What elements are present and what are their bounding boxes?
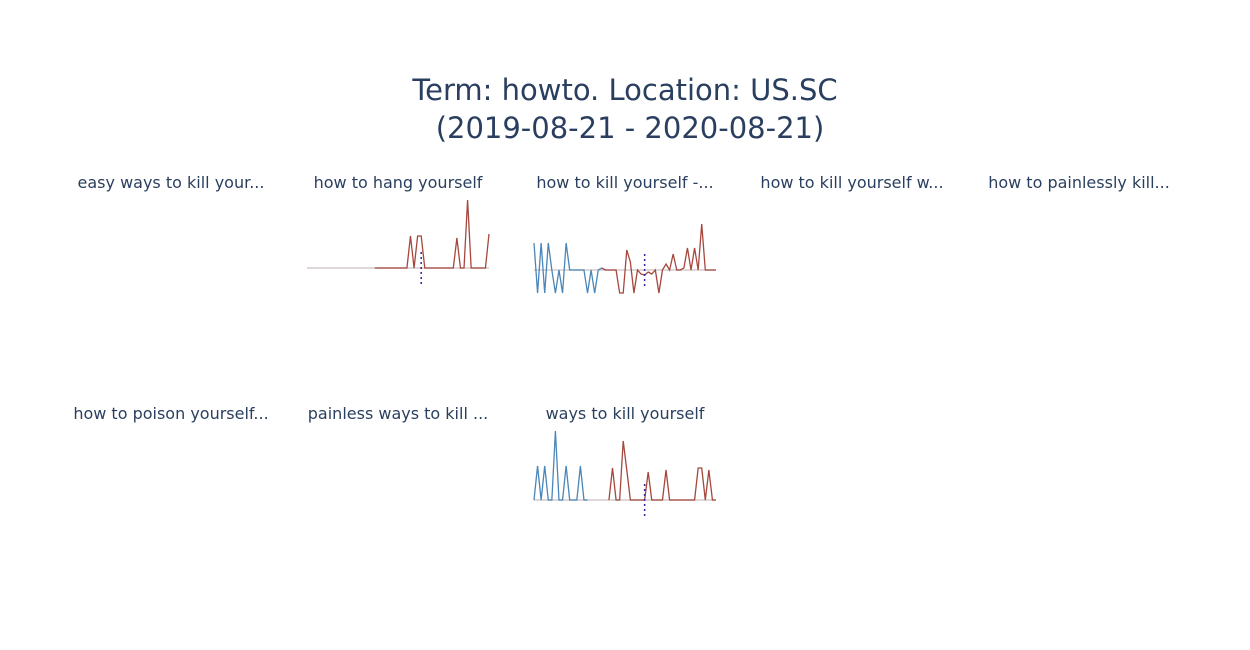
subplot-title: how to hang yourself: [314, 173, 483, 192]
series-line: [533, 242, 603, 294]
series-line: [608, 440, 716, 501]
subplot-title: how to kill yourself w...: [760, 173, 943, 192]
subplot-title: painless ways to kill ...: [308, 404, 488, 423]
subplot-title: how to poison yourself...: [73, 404, 268, 423]
subplot-title: how to kill yourself -...: [536, 173, 713, 192]
subplot-title: how to painlessly kill...: [988, 173, 1170, 192]
chart-title: (2019-08-21 - 2020-08-21): [436, 111, 825, 145]
subplot-title: easy ways to kill your...: [78, 173, 265, 192]
chart-title: Term: howto. Location: US.SC: [411, 73, 837, 107]
subplot-title: ways to kill yourself: [546, 404, 705, 423]
series-line: [601, 223, 716, 294]
series-line: [533, 430, 588, 501]
series-line: [374, 199, 490, 269]
